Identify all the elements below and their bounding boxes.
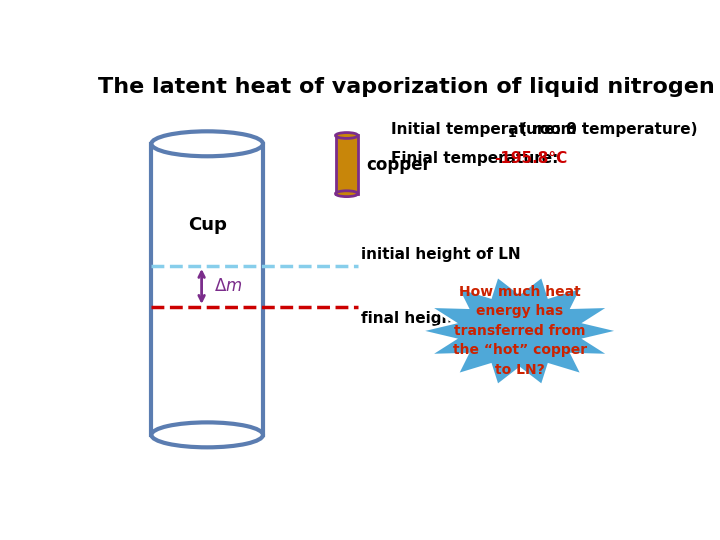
Text: copper: copper — [366, 156, 431, 173]
Ellipse shape — [336, 191, 358, 197]
Text: 1: 1 — [508, 127, 516, 140]
Bar — [151, 144, 263, 435]
Text: initial height of LN: initial height of LN — [361, 247, 521, 262]
Text: ( room temperature): ( room temperature) — [516, 122, 698, 137]
Text: -195.8°C: -195.8°C — [495, 151, 568, 166]
Text: Cup: Cup — [188, 217, 227, 234]
Text: How much heat
energy has
transferred from
the “hot” copper
to LN?: How much heat energy has transferred fro… — [453, 285, 587, 377]
Bar — [336, 136, 358, 194]
Polygon shape — [419, 276, 620, 386]
Text: Initial temperature: θ: Initial temperature: θ — [392, 122, 577, 137]
Text: Finial temperature:: Finial temperature: — [392, 151, 564, 166]
Ellipse shape — [151, 422, 263, 447]
Text: The latent heat of vaporization of liquid nitrogen: The latent heat of vaporization of liqui… — [99, 77, 715, 97]
Ellipse shape — [151, 131, 263, 156]
Text: $\Delta m$: $\Delta m$ — [214, 278, 243, 295]
Text: final height of LN: final height of LN — [361, 311, 509, 326]
Ellipse shape — [336, 133, 358, 138]
